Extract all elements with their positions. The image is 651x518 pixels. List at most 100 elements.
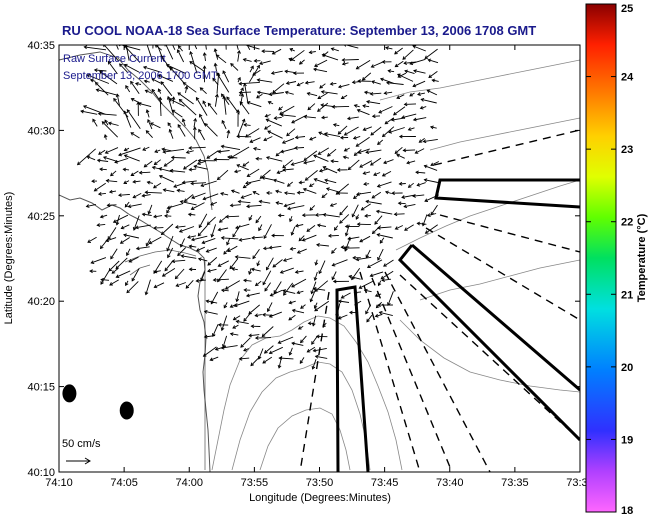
current-vector [130, 170, 139, 176]
current-vector-head [294, 270, 299, 274]
current-vector-head [294, 135, 299, 140]
current-vector [104, 119, 109, 126]
current-vector-head [96, 223, 101, 227]
current-vector-head [248, 333, 252, 338]
current-vector-head [226, 96, 230, 101]
current-vector [218, 227, 229, 231]
current-vector-head [281, 140, 286, 144]
current-vector [77, 148, 96, 166]
current-vector-head [387, 69, 392, 73]
current-vector [386, 82, 404, 85]
current-vector [239, 237, 251, 241]
current-vector-head [262, 281, 266, 286]
current-vector-head [220, 236, 225, 240]
current-vector [221, 315, 228, 331]
current-vector-head [229, 203, 234, 208]
current-vector [377, 226, 392, 229]
current-vector-head [161, 273, 166, 277]
current-vector [326, 188, 340, 193]
current-vector-head [261, 176, 266, 180]
current-vector-head [268, 245, 273, 250]
current-vector-head [317, 108, 321, 112]
current-vector-head [289, 246, 294, 251]
x-tick-label: 73:45 [371, 477, 399, 489]
current-vector [185, 279, 194, 289]
current-vector-head [192, 126, 197, 131]
current-vector-head [101, 121, 106, 125]
current-vector [314, 59, 328, 67]
colorbar-tick-label: 25 [621, 3, 633, 15]
current-vector-head [266, 191, 270, 195]
current-vector-head [381, 173, 386, 177]
current-vector-head [383, 91, 388, 95]
current-vector-head [401, 115, 406, 119]
current-vector [99, 168, 107, 171]
current-vector [154, 270, 161, 273]
current-vector-head [93, 68, 98, 73]
current-vector-head [371, 195, 376, 199]
current-vector-head [362, 104, 366, 109]
current-vector-head [231, 267, 236, 272]
current-vector-head [329, 81, 334, 86]
current-vector-head [303, 114, 308, 119]
x-axis-label: Longitude (Degrees:Minutes) [249, 492, 391, 504]
current-vector-head [222, 95, 227, 100]
current-vector [280, 114, 296, 117]
current-vector [273, 179, 285, 184]
current-vector-head [227, 155, 231, 160]
current-vector-head [384, 120, 389, 125]
current-vector-head [311, 341, 315, 345]
current-vector-head [318, 131, 323, 136]
current-vector-head [371, 114, 376, 119]
current-vector [148, 204, 153, 214]
current-vector [202, 237, 216, 244]
current-vector [248, 268, 252, 275]
current-vector-head [366, 318, 370, 323]
current-vector [272, 48, 282, 55]
current-vector-head [217, 227, 222, 232]
current-vector [169, 129, 174, 139]
current-vector-head [344, 232, 349, 237]
current-vector-head [164, 214, 168, 218]
current-vector [110, 248, 118, 260]
current-vector [366, 314, 373, 323]
current-vector-head [278, 106, 282, 111]
current-vector-head [424, 55, 429, 60]
current-vector-head [375, 304, 380, 309]
current-vector [285, 91, 294, 95]
current-vector-head [240, 344, 244, 348]
current-vector-head [238, 81, 243, 86]
current-vector-head [285, 81, 290, 85]
current-vector [165, 45, 174, 60]
current-vector-head [234, 255, 239, 259]
current-vector [262, 270, 272, 285]
current-vector-head [390, 117, 395, 122]
current-vector-head [344, 224, 349, 229]
plot-area: Raw Surface Current September 13, 2006 1… [59, 45, 580, 472]
current-vector [80, 110, 98, 115]
current-vector-head [250, 267, 255, 272]
current-vector-head [301, 213, 306, 218]
current-vector-head [279, 270, 284, 274]
current-vector [289, 215, 293, 222]
current-vector-head [357, 150, 362, 154]
current-vector-head [205, 299, 210, 304]
current-vector-head [149, 122, 154, 126]
current-vector [417, 92, 425, 96]
current-vector-head [278, 356, 283, 361]
current-vector [120, 237, 130, 244]
current-vector [220, 192, 229, 196]
current-vector-head [179, 199, 184, 204]
current-vector [383, 159, 394, 164]
current-vector [290, 247, 296, 250]
current-vector [370, 126, 382, 136]
current-vector [338, 83, 350, 88]
current-vector-head [320, 90, 325, 94]
current-vector [379, 311, 393, 317]
current-vector [255, 337, 271, 339]
current-vector-head [143, 163, 148, 168]
current-vector [180, 200, 197, 206]
current-vector [300, 304, 306, 309]
current-vector [371, 61, 383, 68]
current-vector-head [381, 60, 386, 64]
